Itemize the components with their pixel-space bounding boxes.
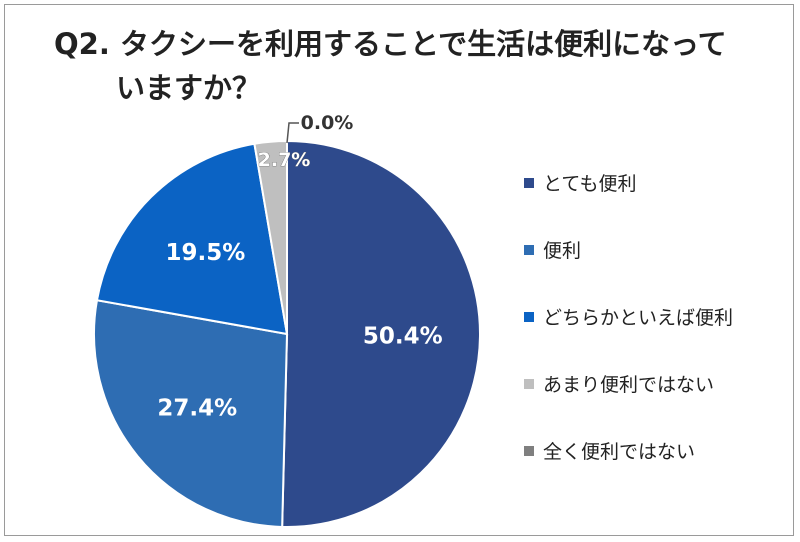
legend-swatch-5 bbox=[524, 445, 534, 456]
legend-item-1: とても便利 bbox=[524, 172, 636, 196]
slice-3-label: 19.5% bbox=[166, 240, 246, 266]
legend-swatch-1 bbox=[524, 177, 534, 188]
legend-label-1: とても便利 bbox=[543, 173, 637, 195]
legend-swatch-2 bbox=[524, 244, 534, 255]
slice-5-leader-line bbox=[286, 122, 299, 144]
legend-label-4: あまり便利ではない bbox=[543, 374, 715, 396]
slice-1-label: 50.4% bbox=[363, 324, 443, 350]
slice-3 bbox=[95, 142, 289, 336]
legend-label-2: 便利 bbox=[543, 240, 582, 262]
chart-title-line-1: Q2. タクシーを利用することで生活は便利になって bbox=[54, 27, 727, 61]
legend-item-4: あまり便利ではない bbox=[524, 373, 714, 397]
chart-title-line-2: いますか？ bbox=[116, 71, 262, 105]
legend-label-3: どちらかといえば便利 bbox=[543, 307, 734, 329]
slice-2 bbox=[93, 299, 289, 528]
legend-swatch-3 bbox=[524, 311, 534, 322]
legend-label-5: 全く便利ではない bbox=[543, 441, 696, 463]
legend-item-5: 全く便利ではない bbox=[524, 440, 695, 464]
slice-2-label: 27.4% bbox=[157, 395, 237, 421]
chart-title: Q2. タクシーを利用することで生活は便利になって いますか？ bbox=[54, 22, 754, 110]
legend-item-2: 便利 bbox=[524, 239, 581, 263]
slice-1 bbox=[281, 139, 481, 528]
legend-swatch-4 bbox=[524, 378, 534, 389]
slice-4-label: 2.7% bbox=[258, 149, 311, 171]
legend-item-3: どちらかといえば便利 bbox=[524, 306, 733, 330]
slice-5-label: 0.0% bbox=[301, 112, 354, 134]
